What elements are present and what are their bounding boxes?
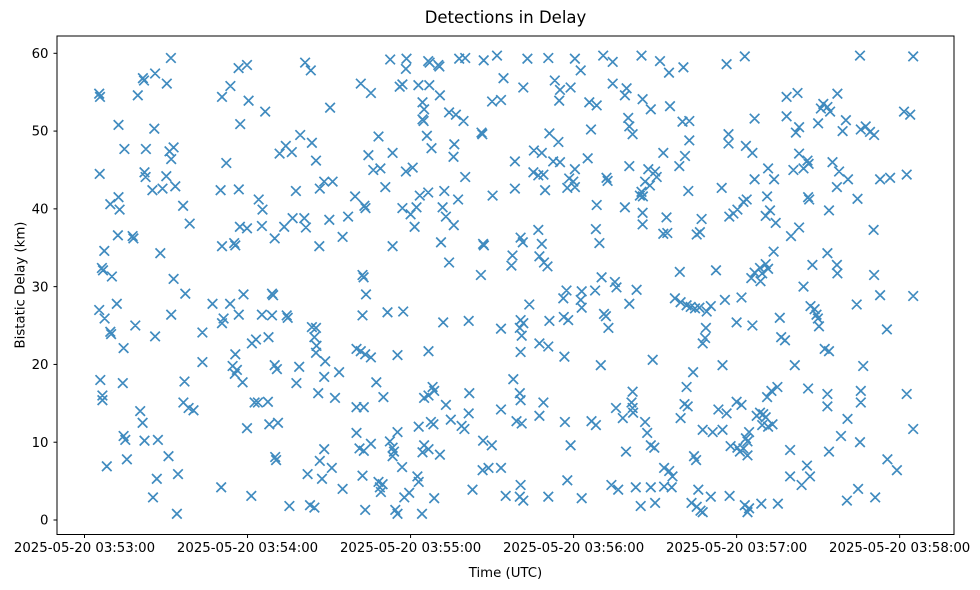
y-axis-label: Bistatic Delay (km)	[13, 221, 29, 349]
chart-title: Detections in Delay	[424, 8, 587, 27]
y-tick-label: 30	[32, 280, 49, 295]
y-tick-label: 40	[32, 202, 49, 217]
x-tick-label: 2025-05-20 03:55:00	[340, 541, 481, 556]
x-tick-label: 2025-05-20 03:56:00	[503, 541, 644, 556]
y-tick-label: 60	[32, 47, 49, 62]
x-tick-label: 2025-05-20 03:58:00	[829, 541, 970, 556]
y-tick-label: 50	[32, 125, 49, 140]
plot-border	[56, 35, 955, 535]
y-tick-label: 10	[32, 436, 49, 451]
x-tick-label: 2025-05-20 03:53:00	[14, 541, 155, 556]
y-tick-label: 0	[40, 514, 48, 529]
x-tick-label: 2025-05-20 03:54:00	[177, 541, 318, 556]
x-tick-label: 2025-05-20 03:57:00	[666, 541, 807, 556]
y-tick-label: 20	[32, 358, 49, 373]
scatter-points	[93, 50, 919, 520]
x-axis-label: Time (UTC)	[468, 566, 543, 581]
